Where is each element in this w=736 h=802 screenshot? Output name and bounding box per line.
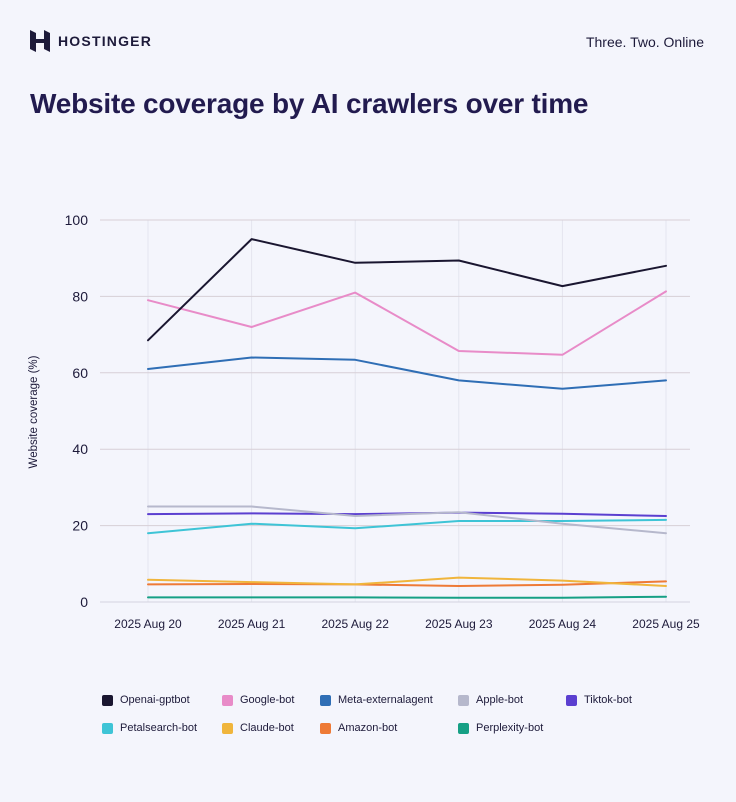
- legend-item-apple-bot: Apple-bot: [458, 694, 566, 706]
- y-tick-label: 0: [80, 594, 88, 610]
- page-title: Website coverage by AI crawlers over tim…: [30, 88, 589, 119]
- legend-label: Tiktok-bot: [584, 694, 632, 706]
- y-tick-label: 20: [72, 518, 88, 534]
- x-tick-label: 2025 Aug 21: [218, 617, 286, 631]
- legend-swatch: [566, 694, 577, 706]
- chart-legend: Openai-gptbot Google-bot Meta-externalagen…: [102, 694, 662, 734]
- legend-swatch: [458, 722, 469, 734]
- y-tick-label: 40: [72, 441, 88, 457]
- series-line-google-bot: [147, 290, 667, 356]
- series-line-meta-externalagent: [147, 356, 667, 390]
- legend-label: Petalsearch-bot: [120, 722, 198, 734]
- legend-label: Apple-bot: [476, 694, 524, 706]
- legend-swatch: [458, 694, 469, 706]
- hostinger-logo-icon: [30, 30, 50, 52]
- y-tick-label: 80: [72, 288, 88, 304]
- legend-item-tiktok-bot: Tiktok-bot: [566, 694, 662, 706]
- x-tick-label: 2025 Aug 24: [529, 617, 597, 631]
- x-tick-label: 2025 Aug 22: [321, 617, 389, 631]
- legend-swatch: [320, 722, 331, 734]
- legend-swatch: [102, 722, 113, 734]
- brand-name: HOSTINGER: [58, 33, 153, 49]
- legend-item-petalsearch-bot: Petalsearch-bot: [102, 722, 222, 734]
- series-line-apple-bot: [147, 505, 667, 535]
- series-line-claude-bot: [147, 576, 667, 587]
- series-line-openai-gptbot: [147, 238, 667, 342]
- legend-swatch: [102, 694, 113, 706]
- y-tick-label: 100: [65, 212, 89, 228]
- legend-label: Google-bot: [240, 694, 295, 706]
- brand-logo[interactable]: HOSTINGER: [30, 30, 152, 52]
- legend-item-google-bot: Google-bot: [222, 694, 320, 706]
- x-tick-label: 2025 Aug 25: [632, 617, 700, 631]
- y-axis-label: Website coverage (%): [28, 355, 40, 468]
- legend-swatch: [222, 722, 233, 734]
- series-line-perplexity-bot: [147, 595, 667, 599]
- legend-label: Perplexity-bot: [476, 722, 544, 734]
- legend-label: Meta-externalagent: [338, 694, 433, 706]
- x-tick-label: 2025 Aug 23: [425, 617, 493, 631]
- legend-swatch: [320, 694, 331, 706]
- legend-label: Openai-gptbot: [120, 694, 190, 706]
- legend-item-openai-gptbot: Openai-gptbot: [102, 694, 222, 706]
- tagline: Three. Two. Online: [585, 34, 704, 50]
- legend-item-meta-externalagent: Meta-externalagent: [320, 694, 458, 706]
- legend-item-perplexity-bot: Perplexity-bot: [458, 722, 566, 734]
- legend-item-claude-bot: Claude-bot: [222, 722, 320, 734]
- y-tick-label: 60: [72, 365, 88, 381]
- series-line-petalsearch-bot: [147, 518, 667, 535]
- header: HOSTINGER Three. Two. Online: [30, 30, 704, 54]
- line-chart: 0 20 40 60 80 100 2025 Aug 20 2025 Aug 21 2025 A…: [28, 212, 700, 631]
- x-tick-label: 2025 Aug 20: [114, 617, 182, 631]
- legend-swatch: [222, 694, 233, 706]
- legend-label: Amazon-bot: [338, 722, 398, 734]
- legend-label: Claude-bot: [240, 722, 294, 734]
- legend-item-amazon-bot: Amazon-bot: [320, 722, 458, 734]
- series-line-amazon-bot: [147, 580, 667, 587]
